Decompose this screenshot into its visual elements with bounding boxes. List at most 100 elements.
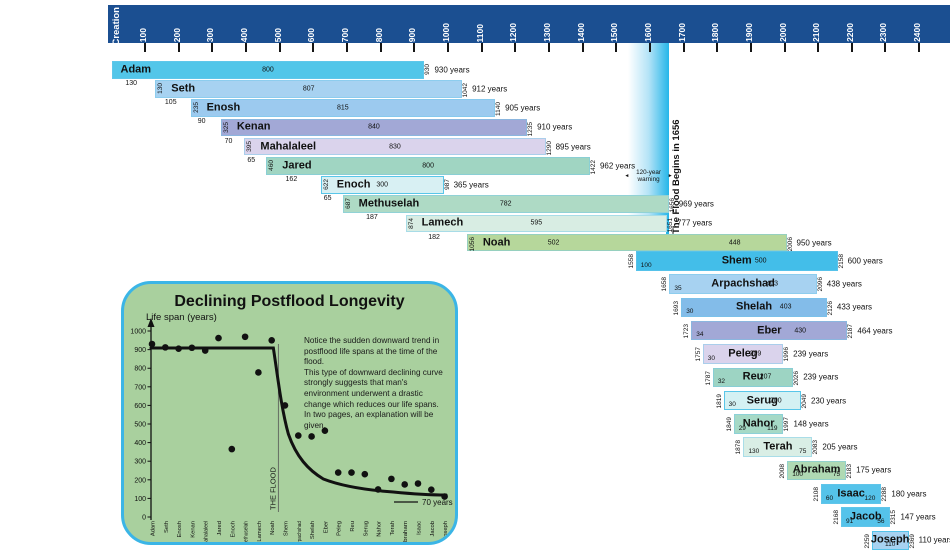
y-tick-label: 500: [134, 422, 146, 429]
bar-enosh: Enosh 235 1140 905 years 815: [190, 99, 540, 117]
data-point: [295, 432, 302, 439]
x-category-label: Terah: [390, 521, 396, 536]
ruler-tick-label: 300: [205, 27, 216, 42]
warning-arrow-right-icon: ►: [667, 172, 673, 179]
death-year: 1290: [545, 140, 553, 156]
ruler-tick-mark: [346, 43, 349, 52]
birth-year: 1849: [725, 417, 733, 432]
age-at-fatherhood: 30: [728, 401, 736, 409]
bar-kenan: Kenan 325 1235 910 years 840: [220, 118, 572, 137]
data-point: [148, 340, 156, 348]
age-at-fatherhood: 100: [640, 261, 652, 269]
person-name: Terah: [763, 440, 793, 453]
lifespan-label: 912 years: [472, 84, 508, 94]
trend-curve: [149, 346, 448, 497]
flood-divider-label: THE FLOOD: [268, 466, 277, 510]
years-after-firstborn: 75: [832, 471, 841, 479]
age-at-fatherhood: 32: [717, 378, 726, 385]
age-at-fatherhood: 70: [224, 137, 233, 145]
person-name: Methuselah: [358, 197, 420, 210]
death-year: 1997: [783, 417, 791, 432]
birth-year: 622: [322, 179, 330, 191]
lifespan-label: 239 years: [803, 372, 839, 382]
data-point: [321, 427, 329, 434]
x-category-label: Arpachshad: [297, 521, 303, 545]
y-tick-label: 800: [134, 366, 146, 373]
person-name: Mahalaleel: [260, 140, 317, 153]
person-name: Serug: [746, 394, 778, 407]
years-after-firstborn: 120: [864, 494, 876, 502]
ruler-tick-label: 1500: [609, 23, 620, 42]
data-point: [334, 469, 342, 476]
person-name: Enosh: [206, 101, 241, 114]
ruler-tick-mark: [379, 43, 382, 52]
lifespan-label: 905 years: [505, 103, 541, 113]
person-name: Noah: [482, 236, 511, 249]
ruler-tick-mark: [245, 43, 248, 52]
death-year: 930: [424, 64, 432, 75]
age-at-fatherhood: 91: [846, 517, 854, 525]
bar-noah: Noah 1056 2006 950 years 502 448: [466, 233, 832, 252]
lifespan-label: 180 years: [891, 489, 927, 499]
birth-year: 1723: [683, 323, 691, 339]
lifespan-label: 433 years: [836, 302, 873, 312]
person-name: Enoch: [336, 178, 371, 191]
x-category-label: Seth: [164, 521, 170, 533]
x-category-label: Shem: [284, 521, 290, 536]
x-category-label: Kenan: [190, 521, 196, 538]
person-name: Shem: [721, 254, 752, 267]
years-after-firstborn: 815: [336, 104, 349, 112]
bar-jared: Jared 460 1422 962 years 800: [266, 157, 635, 175]
y-axis-arrow-icon: [147, 318, 155, 327]
data-point: [308, 433, 315, 440]
lifespan-label: 600 years: [847, 256, 883, 266]
birth-year: 1658: [661, 277, 669, 292]
lifespan-label: 239 years: [793, 349, 829, 359]
ruler-tick-label: 800: [373, 27, 384, 42]
person-name: Nahor: [742, 417, 775, 430]
data-point: [201, 347, 209, 354]
lifespan-label: 464 years: [857, 326, 893, 336]
age-at-fatherhood: 130: [125, 80, 138, 87]
bar-peleg: Peleg 1757 1996 239 years 209 30: [695, 344, 828, 364]
lifespan-label: 175 years: [856, 465, 892, 475]
death-year: 2026: [793, 370, 801, 385]
bar-reu: Reu 1787 2026 239 years 207 32: [705, 367, 838, 387]
death-year: 2049: [800, 393, 808, 409]
birth-year: 325: [222, 121, 230, 133]
years-after-firstborn: 800: [422, 162, 434, 170]
age-at-fatherhood: 35: [674, 284, 682, 292]
death-year: 2083: [812, 440, 820, 455]
age-at-fatherhood: 65: [323, 195, 332, 203]
years-after-firstborn: 56: [877, 517, 885, 525]
timeline-ruler: Creation 100 200 300 400 500 600 700 800 900 1000…: [108, 5, 950, 46]
age-at-fatherhood: 162: [285, 176, 298, 183]
ruler-tick-mark: [783, 43, 786, 52]
x-category-label: Noah: [270, 521, 276, 535]
age-at-fatherhood: 187: [366, 214, 378, 222]
person-name: Jacob: [849, 510, 882, 523]
y-tick-label: 700: [134, 384, 146, 391]
y-tick-label: 900: [134, 347, 146, 354]
ruler-tick-label: 1800: [710, 23, 721, 42]
x-category-label: Abraham: [403, 521, 409, 545]
bar-lamech: Lamech 874 1651 777 years 595: [405, 214, 712, 233]
person-name: Eber: [757, 324, 782, 337]
ruler-tick-label: 2300: [878, 23, 889, 42]
x-category-label: Methuselah: [244, 521, 250, 545]
birth-year: 1878: [735, 440, 743, 455]
person-name: Arpachshad: [711, 277, 775, 290]
birth-year: 2168: [833, 510, 841, 525]
age-at-fatherhood: 29: [738, 424, 746, 432]
death-year: 1996: [783, 347, 791, 362]
data-point: [414, 480, 422, 487]
birth-year: 460: [268, 160, 276, 171]
birth-year: 2259: [863, 533, 871, 549]
lifespan-label: 962 years: [599, 161, 636, 171]
ruler-tick-mark: [850, 43, 853, 52]
data-point: [361, 470, 369, 478]
person-name: Jared: [282, 159, 312, 172]
ruler-tick-label: 1200: [508, 23, 519, 42]
data-point: [215, 334, 222, 342]
